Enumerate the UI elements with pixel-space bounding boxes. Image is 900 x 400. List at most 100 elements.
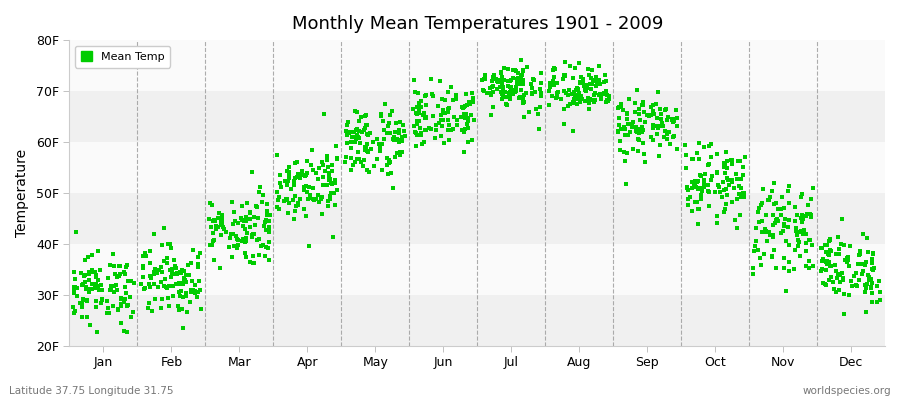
Point xyxy=(324,190,338,197)
Point xyxy=(528,106,543,112)
Point xyxy=(258,253,273,259)
Point xyxy=(771,206,786,212)
Point xyxy=(712,184,726,191)
Point xyxy=(649,101,663,108)
Point xyxy=(461,115,475,121)
Point xyxy=(320,164,335,171)
Point xyxy=(680,184,695,190)
Point xyxy=(558,72,572,78)
Point xyxy=(215,216,230,223)
Point xyxy=(578,87,592,94)
Point xyxy=(249,237,264,243)
Point xyxy=(259,244,274,250)
Point xyxy=(325,162,339,168)
Point xyxy=(486,89,500,96)
Point xyxy=(350,132,365,138)
Point xyxy=(415,140,429,147)
Point xyxy=(700,182,715,188)
Point xyxy=(753,262,768,268)
Point xyxy=(579,88,593,95)
Point xyxy=(297,206,311,212)
Point xyxy=(721,177,735,183)
Point xyxy=(148,295,162,302)
Point xyxy=(280,182,294,188)
Point xyxy=(446,97,460,103)
Point xyxy=(286,215,301,222)
Point xyxy=(866,249,880,256)
Point xyxy=(600,97,615,103)
Point xyxy=(806,262,821,269)
Point xyxy=(514,87,528,94)
Point xyxy=(67,290,81,296)
Point xyxy=(525,91,539,97)
Point xyxy=(73,300,87,306)
Point xyxy=(185,247,200,253)
Point xyxy=(205,218,220,224)
Point xyxy=(718,206,733,212)
Point xyxy=(365,139,380,145)
Point xyxy=(692,172,706,178)
Point xyxy=(748,243,762,249)
Point xyxy=(511,69,526,76)
Point xyxy=(213,222,228,228)
Point xyxy=(849,270,863,276)
Point xyxy=(454,127,469,134)
Point xyxy=(799,212,814,219)
Point xyxy=(213,265,228,271)
Point xyxy=(238,250,252,256)
Point xyxy=(159,255,174,261)
Point xyxy=(447,114,462,121)
Point xyxy=(169,270,184,276)
Point xyxy=(815,245,830,252)
Point xyxy=(257,219,272,226)
Point xyxy=(202,242,217,248)
Point xyxy=(658,107,672,113)
Point xyxy=(557,73,572,79)
Point xyxy=(528,89,543,96)
Point xyxy=(865,259,879,266)
Point xyxy=(351,134,365,140)
Point xyxy=(360,166,374,173)
Point xyxy=(440,108,454,114)
Point xyxy=(285,196,300,203)
Point xyxy=(370,136,384,142)
Point xyxy=(458,113,473,120)
Point xyxy=(701,162,716,168)
Point xyxy=(353,140,367,146)
Point xyxy=(359,148,374,154)
Point xyxy=(819,249,833,255)
Point xyxy=(88,285,103,291)
Point xyxy=(720,158,734,165)
Point xyxy=(246,260,260,266)
Point xyxy=(697,180,711,186)
Point xyxy=(161,295,176,302)
Point xyxy=(101,274,115,281)
Point xyxy=(719,164,733,171)
Point xyxy=(585,67,599,73)
Point xyxy=(787,265,801,272)
Point xyxy=(343,129,357,135)
Point xyxy=(348,139,363,145)
Point xyxy=(498,89,512,96)
Point xyxy=(495,78,509,84)
Point xyxy=(860,235,874,241)
Point xyxy=(460,102,474,108)
Point xyxy=(572,60,586,66)
Point xyxy=(418,114,433,121)
Point xyxy=(833,240,848,247)
Point xyxy=(849,282,863,288)
Point xyxy=(418,127,433,134)
Point xyxy=(509,88,524,94)
Point xyxy=(517,92,531,98)
Point xyxy=(725,161,740,168)
Point xyxy=(458,103,473,110)
Point xyxy=(247,231,261,238)
Point xyxy=(81,286,95,292)
Point xyxy=(566,99,580,106)
Point xyxy=(106,303,121,309)
Point xyxy=(310,192,325,198)
Point xyxy=(252,252,266,258)
Point xyxy=(327,190,341,196)
Point xyxy=(328,142,343,149)
Point xyxy=(496,88,510,94)
